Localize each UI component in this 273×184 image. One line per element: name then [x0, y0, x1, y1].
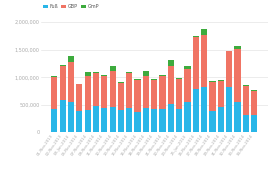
Bar	[193, 37, 199, 89]
Bar	[143, 76, 149, 108]
Bar	[51, 109, 58, 132]
Bar	[243, 85, 249, 86]
Bar	[159, 76, 166, 109]
Bar	[85, 72, 91, 76]
Bar	[218, 80, 224, 81]
Bar	[218, 81, 224, 107]
Bar	[209, 111, 216, 132]
Bar	[168, 61, 174, 66]
Bar	[201, 35, 207, 87]
Bar	[151, 80, 157, 109]
Bar	[126, 108, 132, 132]
Bar	[143, 108, 149, 132]
Bar	[185, 66, 191, 69]
Bar	[193, 36, 199, 37]
Bar	[93, 73, 99, 106]
Bar	[101, 108, 108, 132]
Bar	[60, 66, 66, 100]
Bar	[234, 46, 241, 49]
Bar	[135, 112, 141, 132]
Bar	[109, 71, 116, 107]
Bar	[68, 102, 74, 132]
Bar	[251, 115, 257, 132]
Bar	[159, 75, 166, 76]
Bar	[185, 69, 191, 102]
Bar	[209, 82, 216, 111]
Bar	[193, 89, 199, 132]
Bar	[159, 109, 166, 132]
Legend: Fuß, GBP, GmP: Fuß, GBP, GmP	[41, 2, 101, 11]
Bar	[234, 49, 241, 102]
Bar	[209, 81, 216, 82]
Bar	[168, 66, 174, 104]
Bar	[51, 77, 58, 109]
Bar	[93, 72, 99, 73]
Bar	[93, 106, 99, 132]
Bar	[118, 110, 124, 132]
Bar	[251, 91, 257, 115]
Bar	[176, 109, 182, 132]
Bar	[109, 107, 116, 132]
Bar	[118, 83, 124, 110]
Bar	[76, 111, 82, 132]
Bar	[109, 66, 116, 71]
Bar	[176, 79, 182, 109]
Bar	[101, 75, 108, 76]
Bar	[185, 102, 191, 132]
Bar	[85, 110, 91, 132]
Bar	[251, 90, 257, 91]
Bar	[68, 62, 74, 102]
Bar	[85, 76, 91, 110]
Bar	[60, 100, 66, 132]
Bar	[118, 82, 124, 83]
Bar	[143, 71, 149, 76]
Bar	[135, 79, 141, 80]
Bar	[168, 104, 174, 132]
Bar	[126, 73, 132, 108]
Bar	[60, 65, 66, 66]
Bar	[151, 109, 157, 132]
Bar	[76, 84, 82, 111]
Bar	[68, 56, 74, 62]
Bar	[226, 51, 232, 87]
Bar	[201, 87, 207, 132]
Bar	[51, 76, 58, 77]
Bar	[226, 87, 232, 132]
Bar	[201, 29, 207, 35]
Bar	[243, 86, 249, 115]
Bar	[218, 107, 224, 132]
Bar	[126, 72, 132, 73]
Bar	[176, 78, 182, 79]
Bar	[101, 76, 108, 108]
Bar	[243, 115, 249, 132]
Bar	[135, 80, 141, 112]
Bar	[151, 79, 157, 80]
Bar	[234, 102, 241, 132]
